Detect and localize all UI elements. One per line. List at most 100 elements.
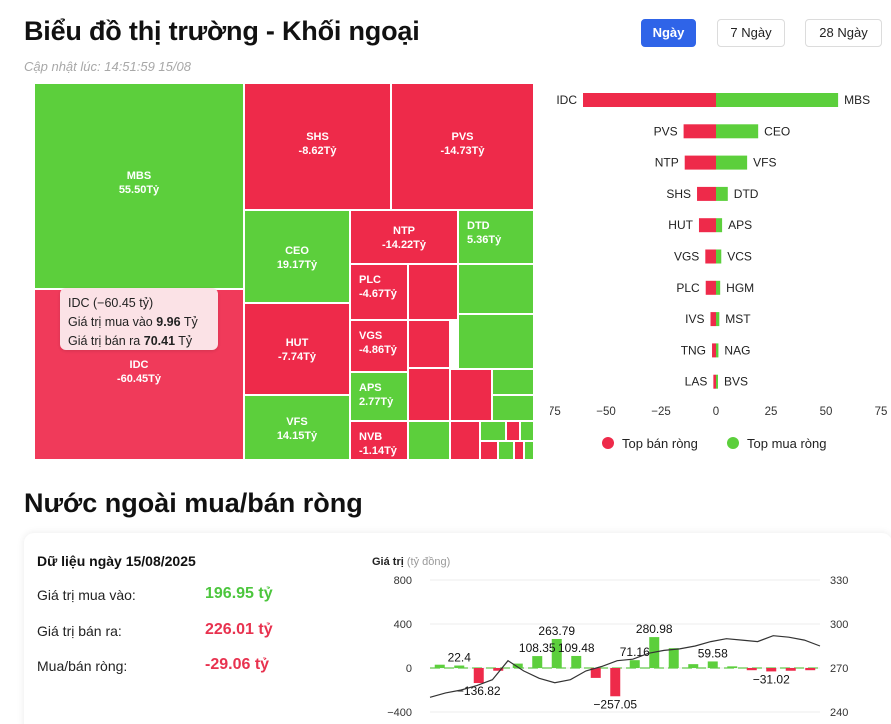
flow-bar[interactable] bbox=[571, 655, 582, 668]
sell-bar-idc[interactable] bbox=[583, 93, 716, 107]
tile-ticker: IDC bbox=[129, 358, 149, 371]
treemap-tile-shs[interactable]: SHS -8.62Tỷ bbox=[244, 83, 391, 210]
sell-bar-las[interactable] bbox=[713, 374, 716, 389]
treemap-tile-small[interactable] bbox=[408, 421, 450, 460]
buy-bar-bvs[interactable] bbox=[716, 374, 718, 389]
sell-bar-ivs[interactable] bbox=[710, 312, 717, 327]
flow-bar[interactable] bbox=[629, 660, 640, 668]
flow-bar[interactable] bbox=[766, 668, 777, 672]
flow-bar[interactable] bbox=[434, 664, 445, 668]
sell-bar-hut[interactable] bbox=[698, 218, 716, 233]
treemap-tile-small[interactable] bbox=[408, 264, 458, 320]
flow-bar[interactable] bbox=[727, 666, 738, 668]
treemap-tile-vfs[interactable]: VFS 14.15Tỷ bbox=[244, 395, 350, 460]
flow-bar[interactable] bbox=[668, 648, 679, 668]
tile-value: 5.36Tỷ bbox=[467, 234, 502, 246]
flow-bar[interactable] bbox=[785, 668, 796, 671]
sell-ticker-label: NTP bbox=[655, 156, 679, 170]
treemap-tile-plc[interactable]: PLC -4.67Tỷ bbox=[350, 264, 408, 320]
buy-ticker-label: HGM bbox=[726, 281, 754, 295]
sell-bar-pvs[interactable] bbox=[683, 124, 716, 139]
treemap-tile-ntp[interactable]: NTP -14.22Tỷ bbox=[350, 210, 458, 264]
treemap-tile-small[interactable] bbox=[514, 441, 524, 460]
flow-bar[interactable] bbox=[454, 665, 465, 668]
sell-value-label: Giá trị bán ra: bbox=[37, 623, 122, 639]
buy-bar-dtd[interactable] bbox=[716, 186, 728, 201]
flow-bar[interactable] bbox=[551, 638, 562, 668]
treemap-tile-label: NVB -1.14Tỷ bbox=[351, 430, 407, 458]
range-button-day[interactable]: Ngày bbox=[641, 19, 696, 47]
flow-bar[interactable] bbox=[805, 668, 816, 671]
treemap-tile-dtd[interactable]: DTD 5.36Tỷ bbox=[458, 210, 534, 264]
flow-bar[interactable] bbox=[473, 668, 484, 684]
buy-bar-ceo[interactable] bbox=[716, 124, 759, 139]
treemap-tile-nvb[interactable]: NVB -1.14Tỷ bbox=[350, 421, 408, 460]
sell-bar-tng[interactable] bbox=[712, 343, 716, 358]
sell-bar-plc[interactable] bbox=[705, 280, 716, 295]
buy-bar-mbs[interactable] bbox=[716, 93, 839, 107]
net-value-label: Mua/bán ròng: bbox=[37, 658, 128, 674]
bar-value-label: −31.02 bbox=[753, 672, 790, 686]
treemap-tile-small[interactable] bbox=[480, 421, 506, 441]
sell-bar-vgs[interactable] bbox=[705, 249, 716, 264]
treemap-tile-mbs[interactable]: MBS 55.50Tỷ bbox=[34, 83, 244, 289]
treemap-tile-small[interactable] bbox=[520, 421, 534, 441]
tile-value: -8.62Tỷ bbox=[298, 144, 337, 157]
sell-ticker-label: PVS bbox=[654, 124, 678, 138]
treemap-tile-small[interactable] bbox=[450, 369, 492, 421]
top-net-buy-sell-chart: IDC MBS PVS CEO NTP VFS SHS DTD HUT APS VGS VCS PLC H… bbox=[550, 93, 887, 451]
treemap-tile-ceo[interactable]: CEO 19.17Tỷ bbox=[244, 210, 350, 303]
treemap-tile-pvs[interactable]: PVS -14.73Tỷ bbox=[391, 83, 534, 210]
treemap-tile-small[interactable] bbox=[458, 314, 534, 369]
flow-chart-ylabel-unit: (tỷ đồng) bbox=[406, 556, 451, 568]
range-button-28-days[interactable]: 28 Ngày bbox=[805, 19, 882, 47]
bar-value-label: −136.82 bbox=[457, 684, 501, 698]
treemap-tooltip: IDC (−60.45 tỷ) Giá trị mua vào 9.96 Tỷ … bbox=[60, 288, 218, 350]
treemap-tile-small[interactable] bbox=[480, 441, 498, 460]
section-title-net-flow: Nước ngoài mua/bán ròng bbox=[24, 488, 363, 518]
buy-ticker-label: MBS bbox=[844, 93, 870, 107]
bar-value-label: 108.35 bbox=[519, 641, 556, 655]
legend-buy-label[interactable]: Top mua ròng bbox=[747, 436, 827, 451]
treemap-tile-small[interactable] bbox=[450, 421, 480, 460]
treemap-tile-small[interactable] bbox=[408, 320, 450, 368]
legend-sell-label[interactable]: Top bán ròng bbox=[622, 436, 698, 451]
treemap-tile-small[interactable] bbox=[506, 421, 520, 441]
buy-bar-hgm[interactable] bbox=[716, 280, 721, 295]
buy-bar-aps[interactable] bbox=[716, 218, 723, 233]
flow-bar[interactable] bbox=[493, 668, 504, 671]
flow-bar[interactable] bbox=[610, 668, 621, 697]
tile-ticker: SHS bbox=[306, 130, 329, 143]
buy-ticker-label: CEO bbox=[764, 124, 790, 138]
flow-bar[interactable] bbox=[707, 661, 718, 668]
sell-bar-shs[interactable] bbox=[697, 186, 716, 201]
sell-bar-ntp[interactable] bbox=[684, 155, 716, 170]
treemap-tile-small[interactable] bbox=[498, 441, 514, 460]
net-flow-card bbox=[24, 533, 891, 724]
flow-bar[interactable] bbox=[532, 656, 543, 668]
treemap-tile-aps[interactable]: APS 2.77Tỷ bbox=[350, 372, 408, 421]
treemap-tile-small[interactable] bbox=[492, 395, 534, 421]
treemap-tile-small[interactable] bbox=[524, 441, 534, 460]
treemap-tile-small[interactable] bbox=[492, 369, 534, 395]
range-button-7-days[interactable]: 7 Ngày bbox=[717, 19, 785, 47]
sell-ticker-label: HUT bbox=[668, 218, 693, 232]
tile-ticker: CEO bbox=[285, 244, 309, 257]
buy-ticker-label: VFS bbox=[753, 156, 776, 170]
tooltip-sell-label: Giá trị bán ra bbox=[68, 334, 141, 348]
buy-bar-vcs[interactable] bbox=[716, 249, 722, 264]
buy-bar-nag[interactable] bbox=[716, 343, 719, 358]
tile-value: -4.86Tỷ bbox=[359, 344, 397, 356]
tile-ticker: NTP bbox=[393, 225, 415, 237]
flow-bar[interactable] bbox=[512, 663, 523, 668]
legend-sell-marker bbox=[602, 437, 614, 449]
buy-bar-vfs[interactable] bbox=[716, 155, 748, 170]
flow-bar[interactable] bbox=[590, 668, 601, 678]
treemap-tile-hut[interactable]: HUT -7.74Tỷ bbox=[244, 303, 350, 395]
buy-bar-mst[interactable] bbox=[716, 312, 720, 327]
flow-bar[interactable] bbox=[746, 668, 757, 671]
treemap-tile-vgs[interactable]: VGS -4.86Tỷ bbox=[350, 320, 408, 372]
treemap-tile-small[interactable] bbox=[458, 264, 534, 314]
treemap-tile-small[interactable] bbox=[408, 368, 450, 421]
flow-bar[interactable] bbox=[688, 664, 699, 668]
